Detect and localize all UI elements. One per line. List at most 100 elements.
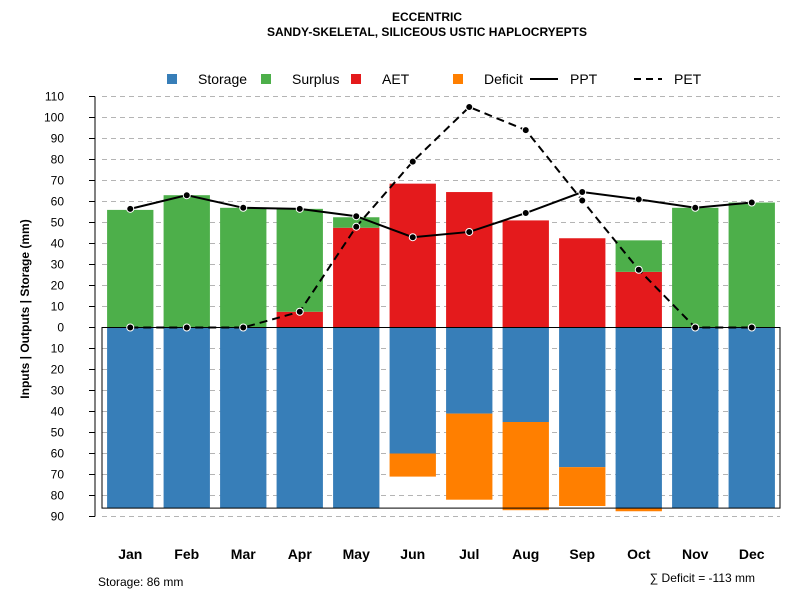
pet-point xyxy=(747,323,756,332)
aet-bar xyxy=(389,183,436,328)
y-tick-label: 80 xyxy=(51,489,65,503)
storage-note: Storage: 86 mm xyxy=(98,575,183,589)
aet-bar xyxy=(615,271,662,328)
x-tick-label: Jan xyxy=(118,546,142,562)
y-tick-label: 50 xyxy=(51,426,65,440)
y-tick-label: 60 xyxy=(51,447,65,461)
pet-point xyxy=(295,307,304,316)
surplus-bar xyxy=(672,207,719,328)
pet-point xyxy=(408,157,417,166)
ppt-point xyxy=(239,203,248,212)
aet-bar xyxy=(446,192,493,328)
x-tick-label: Nov xyxy=(682,546,709,562)
deficit-bar xyxy=(446,413,493,500)
y-tick-label: 70 xyxy=(51,468,65,482)
y-tick-label: 50 xyxy=(51,216,65,230)
x-tick-label: Jul xyxy=(459,546,479,562)
bars xyxy=(101,183,781,512)
storage-bar xyxy=(446,327,493,414)
ppt-line xyxy=(130,191,752,239)
pet-line xyxy=(130,105,752,329)
legend-swatch xyxy=(351,74,361,84)
x-tick-label: Mar xyxy=(231,546,256,562)
legend-label: Surplus xyxy=(292,71,339,87)
pet-point xyxy=(352,222,361,231)
ppt-point xyxy=(352,212,361,221)
ppt-point xyxy=(408,233,417,242)
y-tick-label: 40 xyxy=(51,237,65,251)
legend-swatch xyxy=(261,74,271,84)
deficit-bar xyxy=(389,453,436,477)
surplus-bar xyxy=(220,207,267,328)
y-tick-label: 30 xyxy=(51,258,65,272)
y-tick-label: 90 xyxy=(51,510,65,524)
lines xyxy=(126,103,756,332)
storage-bar xyxy=(163,327,210,509)
x-tick-label: Oct xyxy=(627,546,651,562)
storage-bar xyxy=(728,327,775,509)
deficit-sum: ∑ Deficit = -113 mm xyxy=(650,571,755,585)
y-tick-label: 110 xyxy=(45,90,64,104)
surplus-bar xyxy=(107,209,154,328)
ppt-point xyxy=(126,204,135,213)
y-tick-label: 60 xyxy=(51,195,65,209)
x-tick-label: Aug xyxy=(512,546,539,562)
aet-bar xyxy=(559,238,606,328)
legend-swatch xyxy=(453,74,463,84)
y-tick-label: 20 xyxy=(51,279,65,293)
deficit-bar xyxy=(615,508,662,512)
y-tick-label: 40 xyxy=(51,405,65,419)
storage-bar xyxy=(220,327,267,509)
legend-label: Storage xyxy=(198,71,247,87)
surplus-bar xyxy=(276,208,323,312)
ppt-point xyxy=(182,191,191,200)
legend-label: AET xyxy=(382,71,410,87)
ppt-point xyxy=(521,209,530,218)
y-tick-label: 100 xyxy=(44,111,64,125)
y-axis-label: Inputs | Outputs | Storage (mm) xyxy=(18,219,32,398)
storage-bar xyxy=(672,327,719,509)
x-tick-label: Jun xyxy=(400,546,425,562)
ppt-point xyxy=(465,227,474,236)
y-tick-label: 0 xyxy=(57,321,64,335)
legend: Storage Surplus AET Deficit PPT PET xyxy=(167,71,702,87)
storage-bar xyxy=(107,327,154,509)
pet-point xyxy=(239,323,248,332)
axes: 1101009080706050403020100102030405060708… xyxy=(44,90,765,563)
pet-point xyxy=(521,126,530,135)
deficit-bar xyxy=(559,467,606,506)
x-tick-label: Sep xyxy=(569,546,595,562)
surplus-bar xyxy=(333,217,380,228)
legend-swatch xyxy=(167,74,177,84)
legend-label: PPT xyxy=(570,71,598,87)
storage-bar xyxy=(333,327,380,509)
pet-point xyxy=(182,323,191,332)
chart-title: ECCENTRIC xyxy=(392,10,462,24)
y-tick-label: 70 xyxy=(51,174,65,188)
y-tick-label: 20 xyxy=(51,363,65,377)
aet-bar xyxy=(333,227,380,328)
x-tick-label: Apr xyxy=(288,546,313,562)
legend-label: PET xyxy=(674,71,702,87)
surplus-bar xyxy=(728,202,775,328)
storage-bar xyxy=(615,327,662,509)
storage-bar xyxy=(276,327,323,509)
storage-bar xyxy=(559,327,606,468)
ppt-point xyxy=(634,195,643,204)
pet-point xyxy=(578,196,587,205)
y-tick-label: 80 xyxy=(51,153,65,167)
ppt-point xyxy=(747,198,756,207)
storage-bar xyxy=(389,327,436,454)
x-tick-label: Feb xyxy=(174,546,199,562)
pet-point xyxy=(691,323,700,332)
y-tick-label: 10 xyxy=(51,342,65,356)
deficit-bar xyxy=(502,422,549,511)
pet-point xyxy=(126,323,135,332)
ppt-point xyxy=(295,204,304,213)
x-tick-label: May xyxy=(343,546,370,562)
surplus-bar xyxy=(163,195,210,328)
y-tick-label: 30 xyxy=(51,384,65,398)
pet-point xyxy=(634,265,643,274)
ppt-point xyxy=(578,188,587,197)
